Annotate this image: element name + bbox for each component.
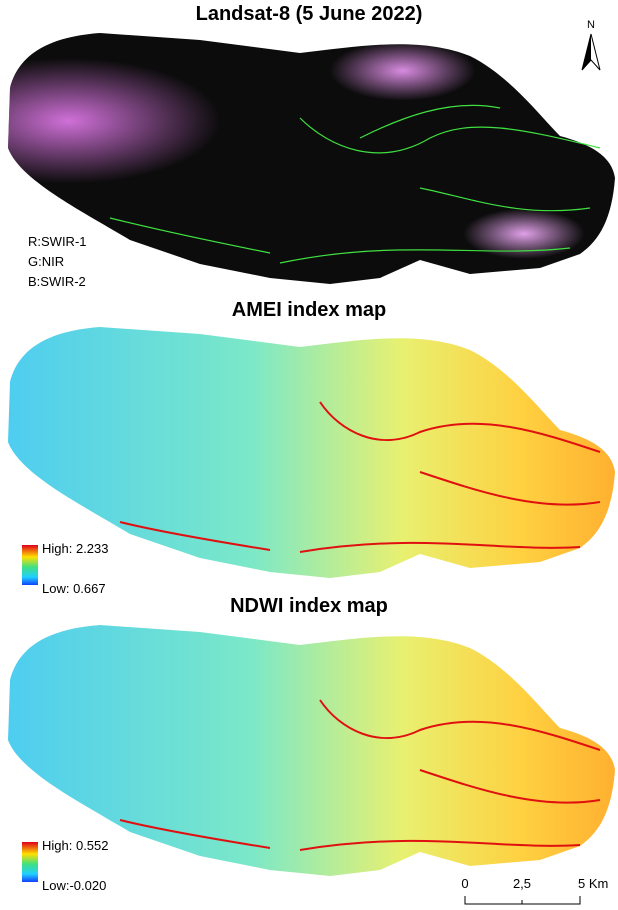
legend-low: Low:-0.020 bbox=[42, 878, 106, 893]
band-label: R:SWIR-1 bbox=[28, 234, 87, 249]
scale-line bbox=[465, 896, 580, 904]
band-label: B:SWIR-2 bbox=[28, 274, 86, 289]
landsat-map bbox=[8, 33, 615, 284]
aoi-layer bbox=[8, 33, 615, 284]
panel-title: Landsat-8 (5 June 2022) bbox=[196, 3, 423, 25]
legend-high: High: 2.233 bbox=[42, 541, 109, 556]
legend-ramp bbox=[22, 842, 38, 882]
north-label: N bbox=[587, 19, 595, 31]
scale-label: 0 bbox=[461, 876, 468, 891]
legend-ramp bbox=[22, 545, 38, 585]
band-label: G:NIR bbox=[28, 254, 64, 269]
panel-title: NDWI index map bbox=[230, 595, 388, 617]
figure: Landsat-8 (5 June 2022) R:SWIR-1 G:NIR B… bbox=[0, 0, 618, 910]
legend-low: Low: 0.667 bbox=[42, 581, 106, 596]
scale-label: 5 Km bbox=[578, 876, 608, 891]
scale-label: 2,5 bbox=[513, 876, 531, 891]
panel-title: AMEI index map bbox=[232, 299, 386, 321]
scale-bar: 0 2,5 5 Km bbox=[461, 876, 608, 904]
legend-high: High: 0.552 bbox=[42, 838, 109, 853]
